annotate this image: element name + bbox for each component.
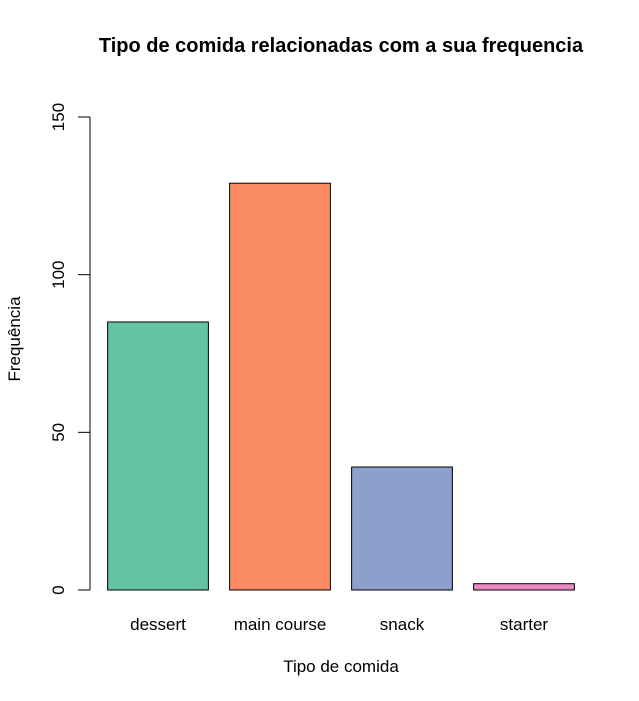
bar-starter [473,583,575,591]
x-category-labels: dessert main course snack starter [130,615,548,634]
x-axis-label: Tipo de comida [283,657,399,676]
y-tick-label: 150 [49,103,68,131]
y-axis-label: Frequência [5,296,24,382]
bars [107,182,575,591]
x-tick-label: main course [234,615,327,634]
y-tick-label: 50 [49,423,68,442]
bar-main-course [229,182,331,591]
y-tick-label: 100 [49,260,68,288]
y-axis: 0 50 100 150 [49,103,91,595]
x-tick-label: starter [500,615,549,634]
y-tick-label: 0 [49,585,68,594]
chart-title: Tipo de comida relacionadas com a sua fr… [99,35,584,57]
x-tick-label: dessert [130,615,186,634]
bar-dessert [107,321,209,591]
x-tick-label: snack [380,615,425,634]
bar-snack [351,466,453,591]
